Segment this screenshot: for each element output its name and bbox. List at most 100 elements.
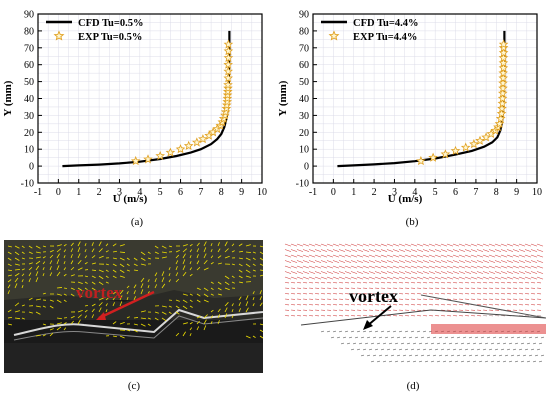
sim-vector xyxy=(528,336,533,339)
sim-vector xyxy=(508,360,513,363)
sim-vector xyxy=(350,243,358,247)
caption-b: (b) xyxy=(405,216,419,228)
sim-vector xyxy=(290,249,298,252)
sim-vector xyxy=(336,336,341,339)
piv-vector xyxy=(161,256,167,259)
piv-vector xyxy=(105,297,109,301)
sim-vector xyxy=(500,243,508,247)
piv-vector xyxy=(91,275,96,279)
piv-vector xyxy=(245,251,252,254)
piv-vector xyxy=(14,257,20,261)
piv-vector xyxy=(224,302,229,307)
piv-vector xyxy=(56,317,63,320)
sim-vector xyxy=(362,271,370,274)
exp-data-point xyxy=(183,140,194,150)
piv-vector xyxy=(252,297,255,301)
piv-vector xyxy=(196,248,200,253)
sim-vector xyxy=(326,254,334,258)
piv-vector xyxy=(91,262,96,265)
piv-vector xyxy=(126,269,130,272)
piv-vector xyxy=(154,272,158,277)
y-tick-label: 50 xyxy=(299,77,309,88)
sim-vector xyxy=(506,249,514,252)
piv-vector xyxy=(84,315,87,319)
exp-data-point xyxy=(416,155,426,166)
piv-vector xyxy=(119,263,125,268)
sim-vector xyxy=(332,249,340,252)
piv-vector xyxy=(168,305,172,308)
piv-vector xyxy=(168,267,171,271)
y-tick-label: 40 xyxy=(24,94,34,105)
piv-vector xyxy=(91,308,95,313)
sim-vector xyxy=(422,265,430,269)
sim-vector xyxy=(478,360,483,363)
sim-vector xyxy=(398,243,406,247)
piv-vector xyxy=(224,275,230,280)
piv-vector xyxy=(21,317,25,320)
piv-vector xyxy=(21,279,24,283)
sim-vector xyxy=(338,265,346,269)
piv-vector xyxy=(259,329,263,333)
sim-vector xyxy=(362,265,370,269)
piv-vector xyxy=(224,287,230,291)
sim-vector xyxy=(538,342,543,345)
sim-vector xyxy=(404,265,412,269)
sim-vector xyxy=(506,348,511,351)
sim-vector xyxy=(302,249,310,252)
piv-vector xyxy=(175,278,180,283)
sim-vector xyxy=(350,249,358,252)
piv-vector xyxy=(210,315,213,319)
cfd-vector-field: vortex xyxy=(281,240,546,373)
exp-data-point xyxy=(223,46,234,56)
sim-vector xyxy=(530,243,538,247)
x-tick-label: 7 xyxy=(198,187,203,198)
piv-vector xyxy=(126,316,130,319)
sim-vector xyxy=(416,243,424,247)
sim-vector xyxy=(398,348,403,351)
sim-vector xyxy=(302,260,310,263)
sim-vector xyxy=(296,271,304,274)
sim-vector xyxy=(410,271,418,274)
sim-vector xyxy=(452,243,460,247)
sim-vector xyxy=(314,265,322,269)
piv-vector xyxy=(14,310,20,313)
sim-vector xyxy=(338,260,346,263)
piv-vector xyxy=(133,317,139,319)
piv-vector xyxy=(203,299,209,303)
sim-vector xyxy=(502,360,507,363)
piv-vector xyxy=(252,303,255,307)
piv-vector xyxy=(217,262,222,265)
sim-vector xyxy=(332,265,340,269)
sim-surface-band xyxy=(431,324,546,334)
sim-vector xyxy=(500,265,508,269)
sim-vector xyxy=(482,243,490,247)
piv-vector xyxy=(217,320,220,325)
sim-vector xyxy=(418,360,423,363)
sim-vector xyxy=(436,360,441,363)
piv-vector xyxy=(140,283,144,289)
sim-vector xyxy=(464,271,472,274)
piv-vector xyxy=(119,257,125,261)
sim-vector xyxy=(500,348,505,351)
piv-vector xyxy=(63,267,66,271)
sim-vector xyxy=(438,354,443,357)
sim-vector xyxy=(332,260,340,263)
piv-vector xyxy=(21,257,25,260)
sim-vector xyxy=(362,243,370,247)
piv-vector xyxy=(70,254,73,259)
sim-vector xyxy=(284,265,292,269)
piv-vector xyxy=(217,242,220,247)
piv-vector xyxy=(161,271,165,277)
sim-vector xyxy=(494,260,502,263)
sim-vector xyxy=(416,254,424,258)
y-tick-label: 30 xyxy=(299,111,309,122)
sim-vector xyxy=(494,249,502,252)
sim-vector xyxy=(422,271,430,274)
sim-vector xyxy=(518,271,526,274)
sim-vector xyxy=(496,342,501,345)
sim-vector xyxy=(362,249,370,252)
sim-vector xyxy=(344,265,352,269)
piv-vector xyxy=(84,255,88,259)
x-tick-label: 7 xyxy=(473,187,478,198)
piv-vector xyxy=(238,269,243,273)
